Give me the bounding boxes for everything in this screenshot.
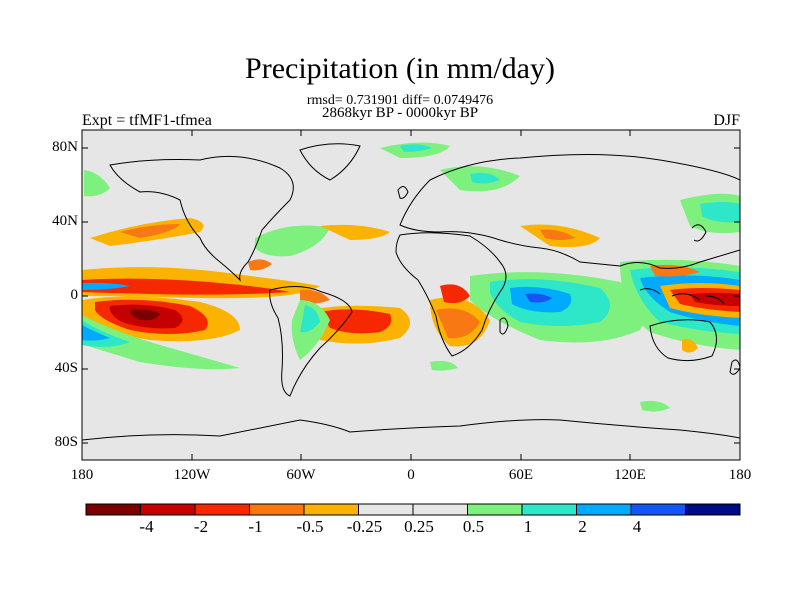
field-alaska-wet	[84, 170, 110, 197]
colorbar-box-6	[412, 503, 468, 516]
coastline-japan	[691, 224, 707, 242]
lon-label-0: 0	[407, 467, 415, 483]
field-pacific-north-dry-core	[82, 278, 290, 295]
coastlines	[82, 143, 740, 441]
lon-label-180-west: 180	[70, 467, 94, 483]
subtitle-period: 2868kyr BP - 0000kyr BP	[321, 105, 479, 121]
colorbar-label-4: -0.25	[346, 517, 383, 536]
colorbar-box-8	[521, 503, 577, 516]
coastline-greenland	[299, 143, 361, 181]
lon-label-60w: 60W	[286, 467, 316, 483]
field-spcz-wet-peak	[82, 325, 110, 341]
colorbar-label-5: 0.25	[404, 517, 434, 536]
field-australia-dry	[682, 339, 698, 353]
chart-title: Precipitation (in mm/day)	[245, 52, 555, 85]
coastline-madagascar	[499, 317, 509, 335]
experiment-label: Expt = tfMF1-tfmea	[82, 112, 212, 129]
season-label: DJF	[713, 112, 740, 129]
coastline-eurasia	[399, 153, 740, 269]
lat-label-40n: 40N	[52, 213, 78, 229]
colorbar-label-9: 4	[632, 517, 642, 536]
field-atlantic-dry	[320, 224, 390, 240]
subtitle-stats: rmsd= 0.731901 diff= 0.0749476	[306, 93, 494, 108]
colorbar-box-3	[249, 503, 305, 516]
field-north-pacific-dry-core	[120, 224, 180, 238]
field-southern-atlantic-wet	[430, 360, 458, 371]
coastline-maritime-islands	[639, 288, 725, 305]
coastline-north-america	[109, 155, 294, 282]
field-southern-ocean-wet	[640, 400, 670, 412]
lat-label-0: 0	[70, 287, 79, 303]
colorbar-box-4	[303, 503, 359, 516]
field-west-pacific-dry-core	[690, 293, 740, 306]
colorbar	[85, 503, 741, 516]
field-pacific-north-wet	[82, 282, 130, 290]
coastline-africa	[395, 232, 507, 357]
colorbar-box-1	[140, 503, 196, 516]
lon-label-120w: 120W	[173, 467, 211, 483]
colorbar-label-8: 2	[578, 517, 587, 536]
coastline-british-isles	[397, 186, 409, 199]
colorbar-label-1: -2	[193, 517, 209, 536]
colorbar-label-2: -1	[248, 517, 263, 536]
field-atlantic-itcz-dry-mid	[320, 309, 392, 334]
anomaly-fields	[82, 142, 740, 412]
axis-ticks	[81, 130, 740, 460]
field-arctic-wet-core	[400, 144, 432, 152]
colorbar-label-3: -0.5	[296, 517, 324, 536]
field-north-pacific-west-wet-core	[700, 202, 740, 223]
field-mediterranean-dry-core	[540, 229, 575, 240]
field-brazil-dry	[300, 289, 330, 304]
colorbar-box-5	[358, 503, 414, 516]
coastline-south-america	[269, 286, 353, 397]
colorbar-box-7	[467, 503, 523, 516]
coastline-australia	[649, 319, 717, 362]
lat-label-80n: 80N	[52, 139, 78, 155]
field-spcz-wet	[82, 315, 240, 370]
colorbar-label-7: 1	[523, 517, 533, 536]
field-africa-dry-core	[440, 284, 470, 304]
field-south-pacific-dry-peak	[130, 309, 160, 321]
field-europe-wet-core	[470, 172, 500, 184]
colorbar-box-0	[85, 503, 141, 516]
coastline-antarctica	[82, 419, 740, 441]
colorbar-box-9	[576, 503, 632, 516]
colorbar-label-0: -4	[139, 517, 154, 536]
field-indian-ocean-wet-peak	[525, 293, 552, 303]
field-africa-dry-mid	[436, 308, 480, 339]
lon-label-60e: 60E	[508, 467, 534, 483]
field-caribbean-dry	[248, 259, 272, 271]
lat-label-80s: 80S	[54, 434, 78, 450]
colorbar-box-2	[194, 503, 250, 516]
colorbar-box-11	[685, 503, 741, 516]
colorbar-label-6: 0.5	[462, 517, 485, 536]
field-amazon-wet-core	[300, 305, 320, 333]
lon-label-120e: 120E	[614, 467, 646, 483]
lon-label-180-east: 180	[728, 467, 752, 483]
field-na-atlantic-wet	[255, 225, 330, 257]
lat-label-40s: 40S	[54, 360, 78, 376]
colorbar-box-10	[630, 503, 686, 516]
